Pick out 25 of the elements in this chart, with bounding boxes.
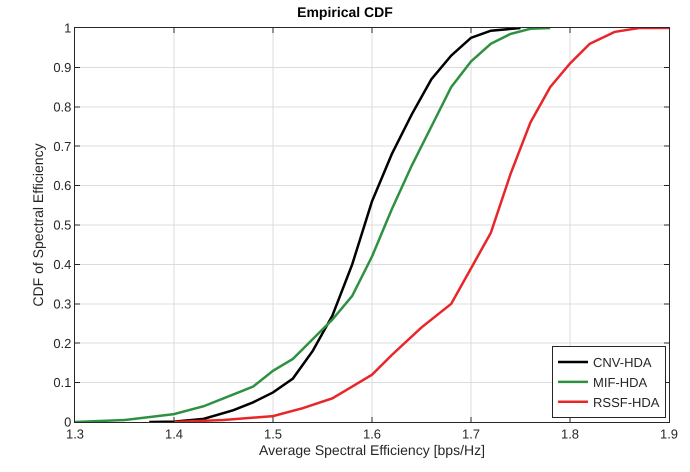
y-tick-label: 0.8 bbox=[53, 99, 72, 114]
x-tick-label: 1.9 bbox=[660, 426, 678, 442]
x-tick-label: 1.8 bbox=[560, 426, 580, 442]
y-tick-label: 0.9 bbox=[53, 60, 72, 75]
y-tick-label: 0.7 bbox=[53, 138, 72, 154]
y-tick-label: 0.2 bbox=[53, 336, 72, 351]
line-series bbox=[172, 28, 669, 422]
line-series bbox=[75, 28, 552, 422]
chart-title: Empirical CDF bbox=[297, 4, 394, 20]
line-series bbox=[148, 28, 522, 422]
x-tick-label: 1.6 bbox=[362, 426, 382, 442]
y-tick-label: 0.4 bbox=[53, 256, 72, 272]
legend-label: RSSF-HDA bbox=[593, 394, 660, 410]
y-tick-label: 0.6 bbox=[53, 178, 72, 194]
y-tick-label: 1 bbox=[64, 20, 72, 36]
y-axis-title: CDF of Spectral Efficiency bbox=[30, 143, 46, 307]
x-axis-title: Average Spectral Efficiency [bps/Hz] bbox=[259, 442, 485, 458]
x-tick-label: 1.5 bbox=[264, 426, 282, 442]
y-tick-label: 0.5 bbox=[53, 218, 72, 233]
legend-label: CNV-HDA bbox=[593, 355, 652, 370]
legend-label: MIF-HDA bbox=[593, 374, 648, 390]
y-tick-label: 0.1 bbox=[53, 375, 72, 390]
y-tick-label: 0.3 bbox=[53, 296, 72, 312]
x-tick-label: 1.4 bbox=[164, 426, 184, 442]
x-tick-label: 1.7 bbox=[462, 426, 480, 442]
